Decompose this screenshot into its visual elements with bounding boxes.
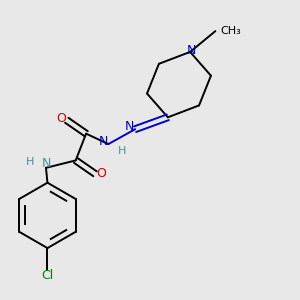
Text: N: N <box>99 135 109 148</box>
Text: CH₃: CH₃ <box>221 26 242 36</box>
Text: N: N <box>41 157 51 170</box>
Text: Cl: Cl <box>41 269 54 282</box>
Text: N: N <box>125 120 134 133</box>
Text: H: H <box>26 157 34 167</box>
Text: N: N <box>187 44 196 57</box>
Text: H: H <box>118 146 126 157</box>
Text: O: O <box>97 167 106 180</box>
Text: O: O <box>56 112 66 125</box>
